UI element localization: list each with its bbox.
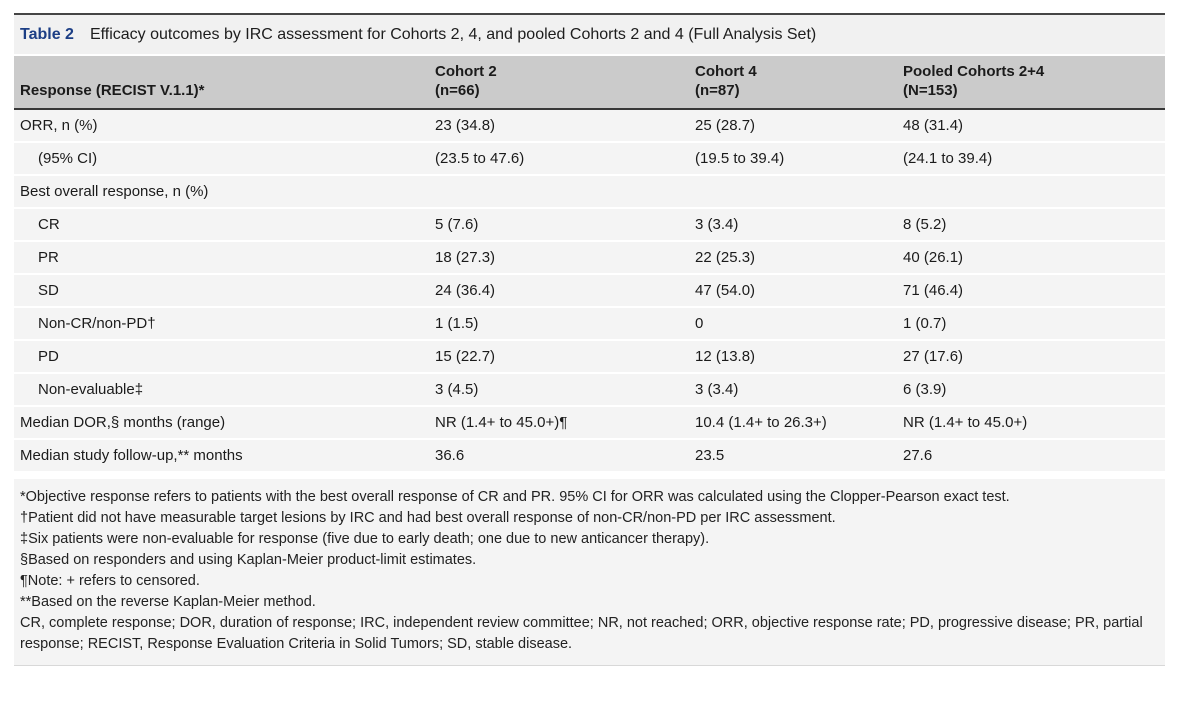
table-row-pd: PD 15 (22.7) 12 (13.8) 27 (17.6) — [14, 339, 1165, 373]
cohort2-n: (n=66) — [435, 82, 480, 99]
row-label: Non-CR/non-PD† — [14, 306, 429, 340]
footnote-dagger: †Patient did not have measurable target … — [20, 510, 836, 526]
table-row-cr: CR 5 (7.6) 3 (3.4) 8 (5.2) — [14, 207, 1165, 241]
row-label: Non-evaluable‡ — [14, 372, 429, 406]
cell-cohort4: 3 (3.4) — [689, 207, 897, 241]
cohort4-n: (n=87) — [695, 82, 740, 99]
row-label: PR — [14, 240, 429, 274]
column-header-cohort4: Cohort 4 (n=87) — [689, 56, 897, 110]
cell-cohort2: 5 (7.6) — [429, 207, 689, 241]
footnote-pilcrow: ¶Note: + refers to censored. — [20, 573, 200, 589]
cell-pooled: (24.1 to 39.4) — [897, 141, 1165, 175]
header-row: Response (RECIST V.1.1)* Cohort 2 (n=66)… — [14, 56, 1165, 110]
table-caption-label: Table 2 — [20, 26, 74, 43]
footnote-section: §Based on responders and using Kaplan-Me… — [20, 552, 477, 568]
cell-cohort2: NR (1.4+ to 45.0+)¶ — [429, 405, 689, 439]
table-row-orr: ORR, n (%) 23 (34.8) 25 (28.7) 48 (31.4) — [14, 109, 1165, 142]
cell-cohort4: 0 — [689, 306, 897, 340]
cell-cohort2: 24 (36.4) — [429, 273, 689, 307]
cohort4-name: Cohort 4 — [695, 63, 757, 80]
table-caption-text: Efficacy outcomes by IRC assessment for … — [89, 26, 817, 43]
cell-cohort2: 18 (27.3) — [429, 240, 689, 274]
cell-pooled: 27 (17.6) — [897, 339, 1165, 373]
cell-cohort2: 36.6 — [429, 438, 689, 471]
table-caption: Table 2 Efficacy outcomes by IRC assessme… — [14, 13, 1165, 54]
cell-pooled: 1 (0.7) — [897, 306, 1165, 340]
cell-cohort4: 23.5 — [689, 438, 897, 471]
cell-cohort2: 1 (1.5) — [429, 306, 689, 340]
pooled-n: (N=153) — [903, 82, 958, 99]
cell-pooled: 48 (31.4) — [897, 109, 1165, 142]
cell-cohort4: 12 (13.8) — [689, 339, 897, 373]
row-label: SD — [14, 273, 429, 307]
column-header-response: Response (RECIST V.1.1)* — [14, 56, 429, 110]
table-footnotes: *Objective response refers to patients w… — [14, 479, 1165, 666]
column-header-cohort2: Cohort 2 (n=66) — [429, 56, 689, 110]
cell-pooled — [897, 174, 1165, 208]
table-row-median-dor: Median DOR,§ months (range) NR (1.4+ to … — [14, 405, 1165, 439]
cell-cohort4: 10.4 (1.4+ to 26.3+) — [689, 405, 897, 439]
table-body: ORR, n (%) 23 (34.8) 25 (28.7) 48 (31.4)… — [14, 109, 1165, 471]
cohort2-name: Cohort 2 — [435, 63, 497, 80]
table-row-sd: SD 24 (36.4) 47 (54.0) 71 (46.4) — [14, 273, 1165, 307]
cell-cohort2: 15 (22.7) — [429, 339, 689, 373]
row-label: Best overall response, n (%) — [14, 174, 429, 208]
cell-cohort4 — [689, 174, 897, 208]
table-header: Response (RECIST V.1.1)* Cohort 2 (n=66)… — [14, 56, 1165, 110]
cell-pooled: NR (1.4+ to 45.0+) — [897, 405, 1165, 439]
cell-cohort4: 22 (25.3) — [689, 240, 897, 274]
cell-cohort4: 3 (3.4) — [689, 372, 897, 406]
row-label: CR — [14, 207, 429, 241]
column-header-pooled: Pooled Cohorts 2+4 (N=153) — [897, 56, 1165, 110]
cell-pooled: 6 (3.9) — [897, 372, 1165, 406]
cell-pooled: 71 (46.4) — [897, 273, 1165, 307]
row-label: Median DOR,§ months (range) — [14, 405, 429, 439]
cell-cohort2: (23.5 to 47.6) — [429, 141, 689, 175]
results-table: Response (RECIST V.1.1)* Cohort 2 (n=66)… — [14, 56, 1165, 471]
cell-pooled: 40 (26.1) — [897, 240, 1165, 274]
row-label: ORR, n (%) — [14, 109, 429, 142]
table-row-median-followup: Median study follow-up,** months 36.6 23… — [14, 438, 1165, 471]
table-row-non-evaluable: Non-evaluable‡ 3 (4.5) 3 (3.4) 6 (3.9) — [14, 372, 1165, 406]
cell-pooled: 27.6 — [897, 438, 1165, 471]
cell-pooled: 8 (5.2) — [897, 207, 1165, 241]
table-row-best-overall-response: Best overall response, n (%) — [14, 174, 1165, 208]
pooled-name: Pooled Cohorts 2+4 — [903, 63, 1045, 80]
cell-cohort4: 47 (54.0) — [689, 273, 897, 307]
row-label: Median study follow-up,** months — [14, 438, 429, 471]
column-header-response-label: Response (RECIST V.1.1)* — [20, 82, 205, 99]
table2-block: Table 2 Efficacy outcomes by IRC assessme… — [14, 13, 1165, 666]
table-row-95ci: (95% CI) (23.5 to 47.6) (19.5 to 39.4) (… — [14, 141, 1165, 175]
cell-cohort2: 3 (4.5) — [429, 372, 689, 406]
row-label: PD — [14, 339, 429, 373]
table-row-noncr-nonpd: Non-CR/non-PD† 1 (1.5) 0 1 (0.7) — [14, 306, 1165, 340]
footnote-objective-response: *Objective response refers to patients w… — [20, 489, 1010, 505]
cell-cohort2: 23 (34.8) — [429, 109, 689, 142]
cell-cohort4: 25 (28.7) — [689, 109, 897, 142]
table-row-pr: PR 18 (27.3) 22 (25.3) 40 (26.1) — [14, 240, 1165, 274]
footnote-double-asterisk: **Based on the reverse Kaplan-Meier meth… — [20, 594, 316, 610]
footnote-double-dagger: ‡Six patients were non-evaluable for res… — [20, 531, 710, 547]
cell-cohort4: (19.5 to 39.4) — [689, 141, 897, 175]
footnote-abbreviations: CR, complete response; DOR, duration of … — [20, 615, 1143, 652]
cell-cohort2 — [429, 174, 689, 208]
row-label: (95% CI) — [14, 141, 429, 175]
